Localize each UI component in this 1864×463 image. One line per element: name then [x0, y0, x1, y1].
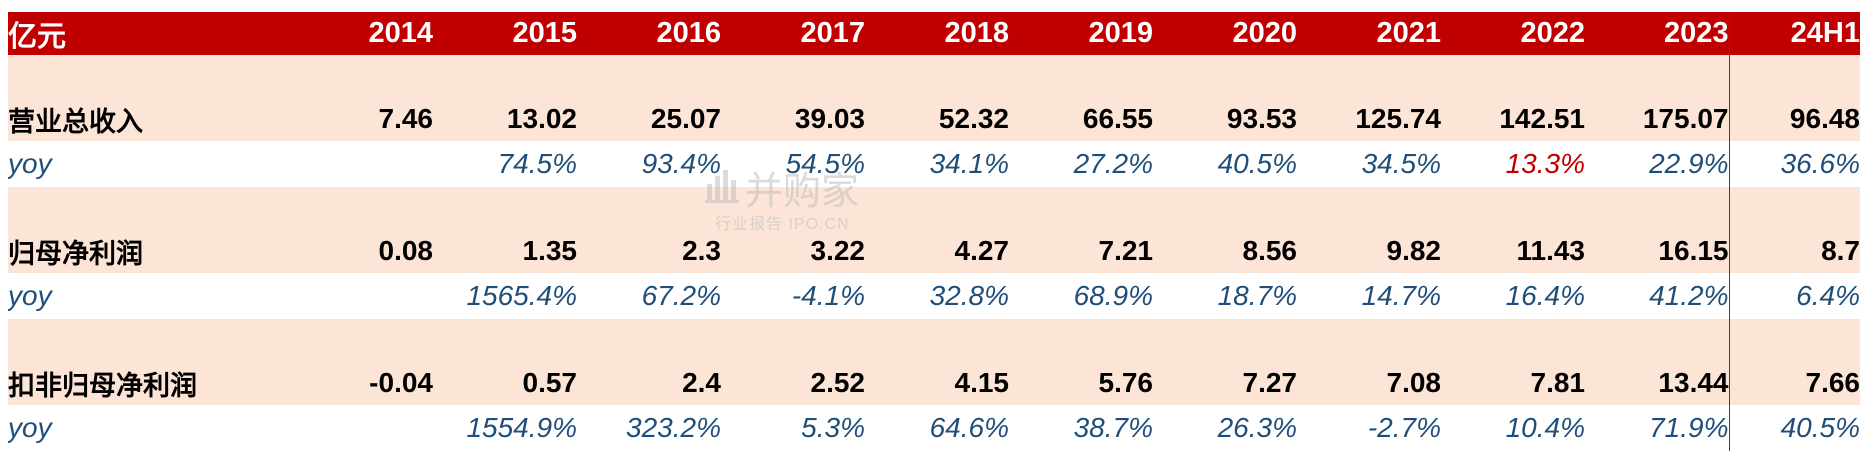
yoy-value [289, 405, 433, 451]
metric-value: 2.4 [577, 361, 721, 405]
yoy-value: 27.2% [1009, 141, 1153, 187]
metric-value: 93.53 [1153, 97, 1297, 141]
yoy-value: 41.2% [1585, 273, 1729, 319]
yoy-value: 5.3% [721, 405, 865, 451]
yoy-value: 74.5% [433, 141, 577, 187]
yoy-value: 34.5% [1297, 141, 1441, 187]
metric-value: 7.21 [1009, 229, 1153, 273]
metric-value: 1.35 [433, 229, 577, 273]
metric-label: 扣非归母净利润 [8, 361, 289, 405]
year-header: 24H1 [1728, 12, 1860, 55]
yoy-value: 36.6% [1728, 141, 1860, 187]
spacer-row [8, 187, 1860, 229]
metric-value: 7.46 [289, 97, 433, 141]
yoy-value: 34.1% [865, 141, 1009, 187]
yoy-value: 71.9% [1585, 405, 1729, 451]
metric-row: 扣非归母净利润 -0.04 0.57 2.4 2.52 4.15 5.76 7.27 7.08 7… [8, 361, 1860, 405]
yoy-value: 93.4% [577, 141, 721, 187]
yoy-value: 6.4% [1728, 273, 1860, 319]
metric-row: 营业总收入 7.46 13.02 25.07 39.03 52.32 66.55 93.53 1… [8, 97, 1860, 141]
metric-value: 142.51 [1441, 97, 1585, 141]
metric-value: 7.66 [1728, 361, 1860, 405]
metric-value: 7.08 [1297, 361, 1441, 405]
metric-value: 3.22 [721, 229, 865, 273]
metric-value: 125.74 [1297, 97, 1441, 141]
unit-label: 亿元 [8, 12, 289, 55]
yoy-value: 67.2% [577, 273, 721, 319]
metric-row: 归母净利润 0.08 1.35 2.3 3.22 4.27 7.21 8.56 9.82 11.4… [8, 229, 1860, 273]
year-header: 2017 [721, 12, 865, 55]
yoy-row: yoy 1565.4% 67.2% -4.1% 32.8% 68.9% 18.7% 14.7%… [8, 273, 1860, 319]
metric-label: 营业总收入 [8, 97, 289, 141]
header-row: 亿元 2014 2015 2016 2017 2018 2019 2020 20… [8, 12, 1860, 55]
yoy-value: -4.1% [721, 273, 865, 319]
metric-value: 11.43 [1441, 229, 1585, 273]
yoy-value: 64.6% [865, 405, 1009, 451]
metric-value: 8.7 [1728, 229, 1860, 273]
yoy-value: 38.7% [1009, 405, 1153, 451]
yoy-value: 10.4% [1441, 405, 1585, 451]
yoy-label: yoy [8, 273, 289, 319]
year-header: 2021 [1297, 12, 1441, 55]
metric-value: 7.81 [1441, 361, 1585, 405]
metric-value: 4.27 [865, 229, 1009, 273]
yoy-row: yoy 74.5% 93.4% 54.5% 34.1% 27.2% 40.5% 34.5% 13… [8, 141, 1860, 187]
metric-value: 66.55 [1009, 97, 1153, 141]
yoy-value: 68.9% [1009, 273, 1153, 319]
metric-value: 0.57 [433, 361, 577, 405]
yoy-value: 32.8% [865, 273, 1009, 319]
year-header: 2020 [1153, 12, 1297, 55]
spacer-row [8, 319, 1860, 361]
yoy-value: 13.3% [1441, 141, 1585, 187]
metric-value: 9.82 [1297, 229, 1441, 273]
metric-label: 归母净利润 [8, 229, 289, 273]
yoy-value: 18.7% [1153, 273, 1297, 319]
metric-value: 2.52 [721, 361, 865, 405]
yoy-value: 1554.9% [433, 405, 577, 451]
metric-value: 25.07 [577, 97, 721, 141]
yoy-value: 1565.4% [433, 273, 577, 319]
metric-value: 13.44 [1585, 361, 1729, 405]
year-header: 2016 [577, 12, 721, 55]
yoy-value: -2.7% [1297, 405, 1441, 451]
year-header: 2018 [865, 12, 1009, 55]
yoy-value: 16.4% [1441, 273, 1585, 319]
metric-value: 175.07 [1585, 97, 1729, 141]
yoy-label: yoy [8, 141, 289, 187]
metric-value: 8.56 [1153, 229, 1297, 273]
metric-value: 52.32 [865, 97, 1009, 141]
year-header: 2022 [1441, 12, 1585, 55]
metric-value: 39.03 [721, 97, 865, 141]
financial-summary-table: 亿元 2014 2015 2016 2017 2018 2019 2020 20… [8, 12, 1860, 451]
yoy-value: 22.9% [1585, 141, 1729, 187]
metric-value: 96.48 [1728, 97, 1860, 141]
metric-value: 4.15 [865, 361, 1009, 405]
yoy-value: 26.3% [1153, 405, 1297, 451]
metric-value: 5.76 [1009, 361, 1153, 405]
spacer-row [8, 55, 1860, 97]
metric-value: 16.15 [1585, 229, 1729, 273]
year-header: 2015 [433, 12, 577, 55]
yoy-value [289, 273, 433, 319]
yoy-value [289, 141, 433, 187]
yoy-value: 14.7% [1297, 273, 1441, 319]
year-header: 2014 [289, 12, 433, 55]
metric-value: -0.04 [289, 361, 433, 405]
metric-value: 2.3 [577, 229, 721, 273]
metric-value: 7.27 [1153, 361, 1297, 405]
yoy-value: 323.2% [577, 405, 721, 451]
yoy-label: yoy [8, 405, 289, 451]
yoy-row: yoy 1554.9% 323.2% 5.3% 64.6% 38.7% 26.3% -2.7%… [8, 405, 1860, 451]
year-header: 2019 [1009, 12, 1153, 55]
metric-value: 0.08 [289, 229, 433, 273]
yoy-value: 40.5% [1153, 141, 1297, 187]
metric-value: 13.02 [433, 97, 577, 141]
year-header: 2023 [1585, 12, 1729, 55]
yoy-value: 54.5% [721, 141, 865, 187]
yoy-value: 40.5% [1728, 405, 1860, 451]
